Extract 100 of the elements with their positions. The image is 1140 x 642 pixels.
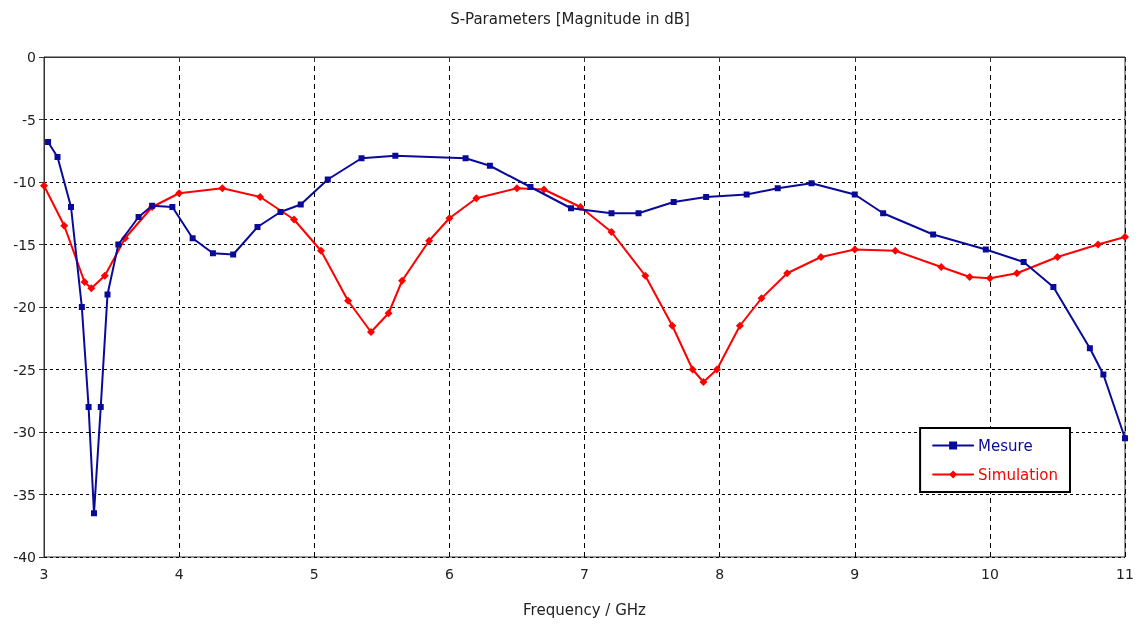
point (60, 221, 69, 230)
point (358, 155, 365, 162)
point (1050, 284, 1057, 290)
x-tick-label: 6 (444, 566, 454, 582)
y-tick-label: -15 (13, 236, 36, 253)
point (175, 189, 184, 198)
point (97, 404, 104, 410)
point (91, 510, 97, 517)
point (317, 246, 326, 255)
point (985, 274, 994, 283)
point (472, 194, 481, 203)
point (743, 191, 750, 198)
point (1012, 269, 1021, 278)
point (367, 328, 375, 336)
point (539, 185, 548, 194)
point (635, 210, 642, 217)
point (85, 404, 92, 410)
point (608, 210, 615, 217)
x-tick-label: 5 (309, 566, 319, 582)
point (115, 241, 122, 248)
point (735, 321, 744, 330)
point (392, 152, 399, 159)
x-tick-label: 9 (850, 566, 860, 582)
point (1053, 253, 1062, 261)
point (703, 194, 710, 200)
point (880, 210, 887, 217)
point (930, 231, 937, 238)
point (1093, 240, 1102, 249)
point (486, 162, 493, 169)
chart-title: S-Parameters [Magnitude in dB] (450, 9, 690, 28)
point (850, 245, 859, 254)
x-tick-label: 4 (174, 566, 184, 582)
point (80, 278, 89, 286)
point (1121, 233, 1129, 241)
point (668, 321, 677, 330)
y-tick-label: 0 (27, 49, 36, 65)
point (209, 250, 216, 257)
x-tick-label: 10 (980, 566, 999, 582)
point (512, 184, 521, 193)
point (100, 271, 109, 280)
point (254, 224, 261, 230)
point (1086, 345, 1093, 352)
x-tick-label: 3 (39, 566, 49, 582)
point (783, 269, 792, 278)
point (712, 365, 721, 374)
x-tick-label: 7 (580, 566, 589, 582)
point (289, 215, 298, 224)
point (1122, 435, 1128, 442)
point (135, 214, 142, 220)
y-tick-label: -25 (13, 361, 36, 378)
point (425, 236, 434, 245)
x-tick-label: 8 (715, 566, 725, 582)
point (891, 246, 900, 255)
point (87, 284, 96, 293)
point (699, 378, 708, 386)
point (774, 185, 781, 192)
point (1020, 259, 1027, 265)
point (567, 205, 574, 212)
y-tick-label: -40 (13, 549, 36, 565)
point (851, 191, 858, 198)
point (808, 180, 815, 187)
point (344, 296, 353, 305)
point (297, 201, 304, 208)
point (277, 209, 284, 215)
point (68, 204, 75, 210)
point (104, 291, 111, 298)
legend-label: Mesure (978, 436, 1033, 455)
point (462, 155, 469, 162)
point (1100, 371, 1107, 378)
point (256, 193, 265, 201)
point (324, 176, 331, 183)
point (218, 184, 227, 193)
point (982, 246, 989, 253)
legend-label: Simulation (978, 465, 1059, 484)
point (937, 263, 946, 271)
point (670, 199, 677, 205)
x-axis-title: Frequency / GHz (523, 600, 647, 619)
point (54, 154, 61, 160)
y-tick-label: -5 (22, 111, 36, 128)
point (445, 214, 454, 223)
point (384, 309, 393, 318)
point (230, 251, 237, 258)
point (607, 228, 616, 236)
y-tick-label: -20 (13, 299, 36, 315)
x-tick-label: 11 (1116, 566, 1134, 582)
point (816, 253, 825, 261)
point (45, 139, 52, 145)
point (40, 181, 48, 190)
point (78, 304, 85, 310)
y-tick-label: -10 (13, 174, 36, 190)
y-tick-label: -35 (13, 486, 36, 503)
point (688, 365, 697, 374)
point (757, 294, 766, 303)
point (641, 271, 650, 280)
point (965, 273, 974, 281)
y-tick-label: -30 (13, 424, 36, 440)
point (527, 184, 534, 190)
point (169, 204, 176, 210)
point (398, 276, 407, 285)
point (189, 235, 196, 242)
